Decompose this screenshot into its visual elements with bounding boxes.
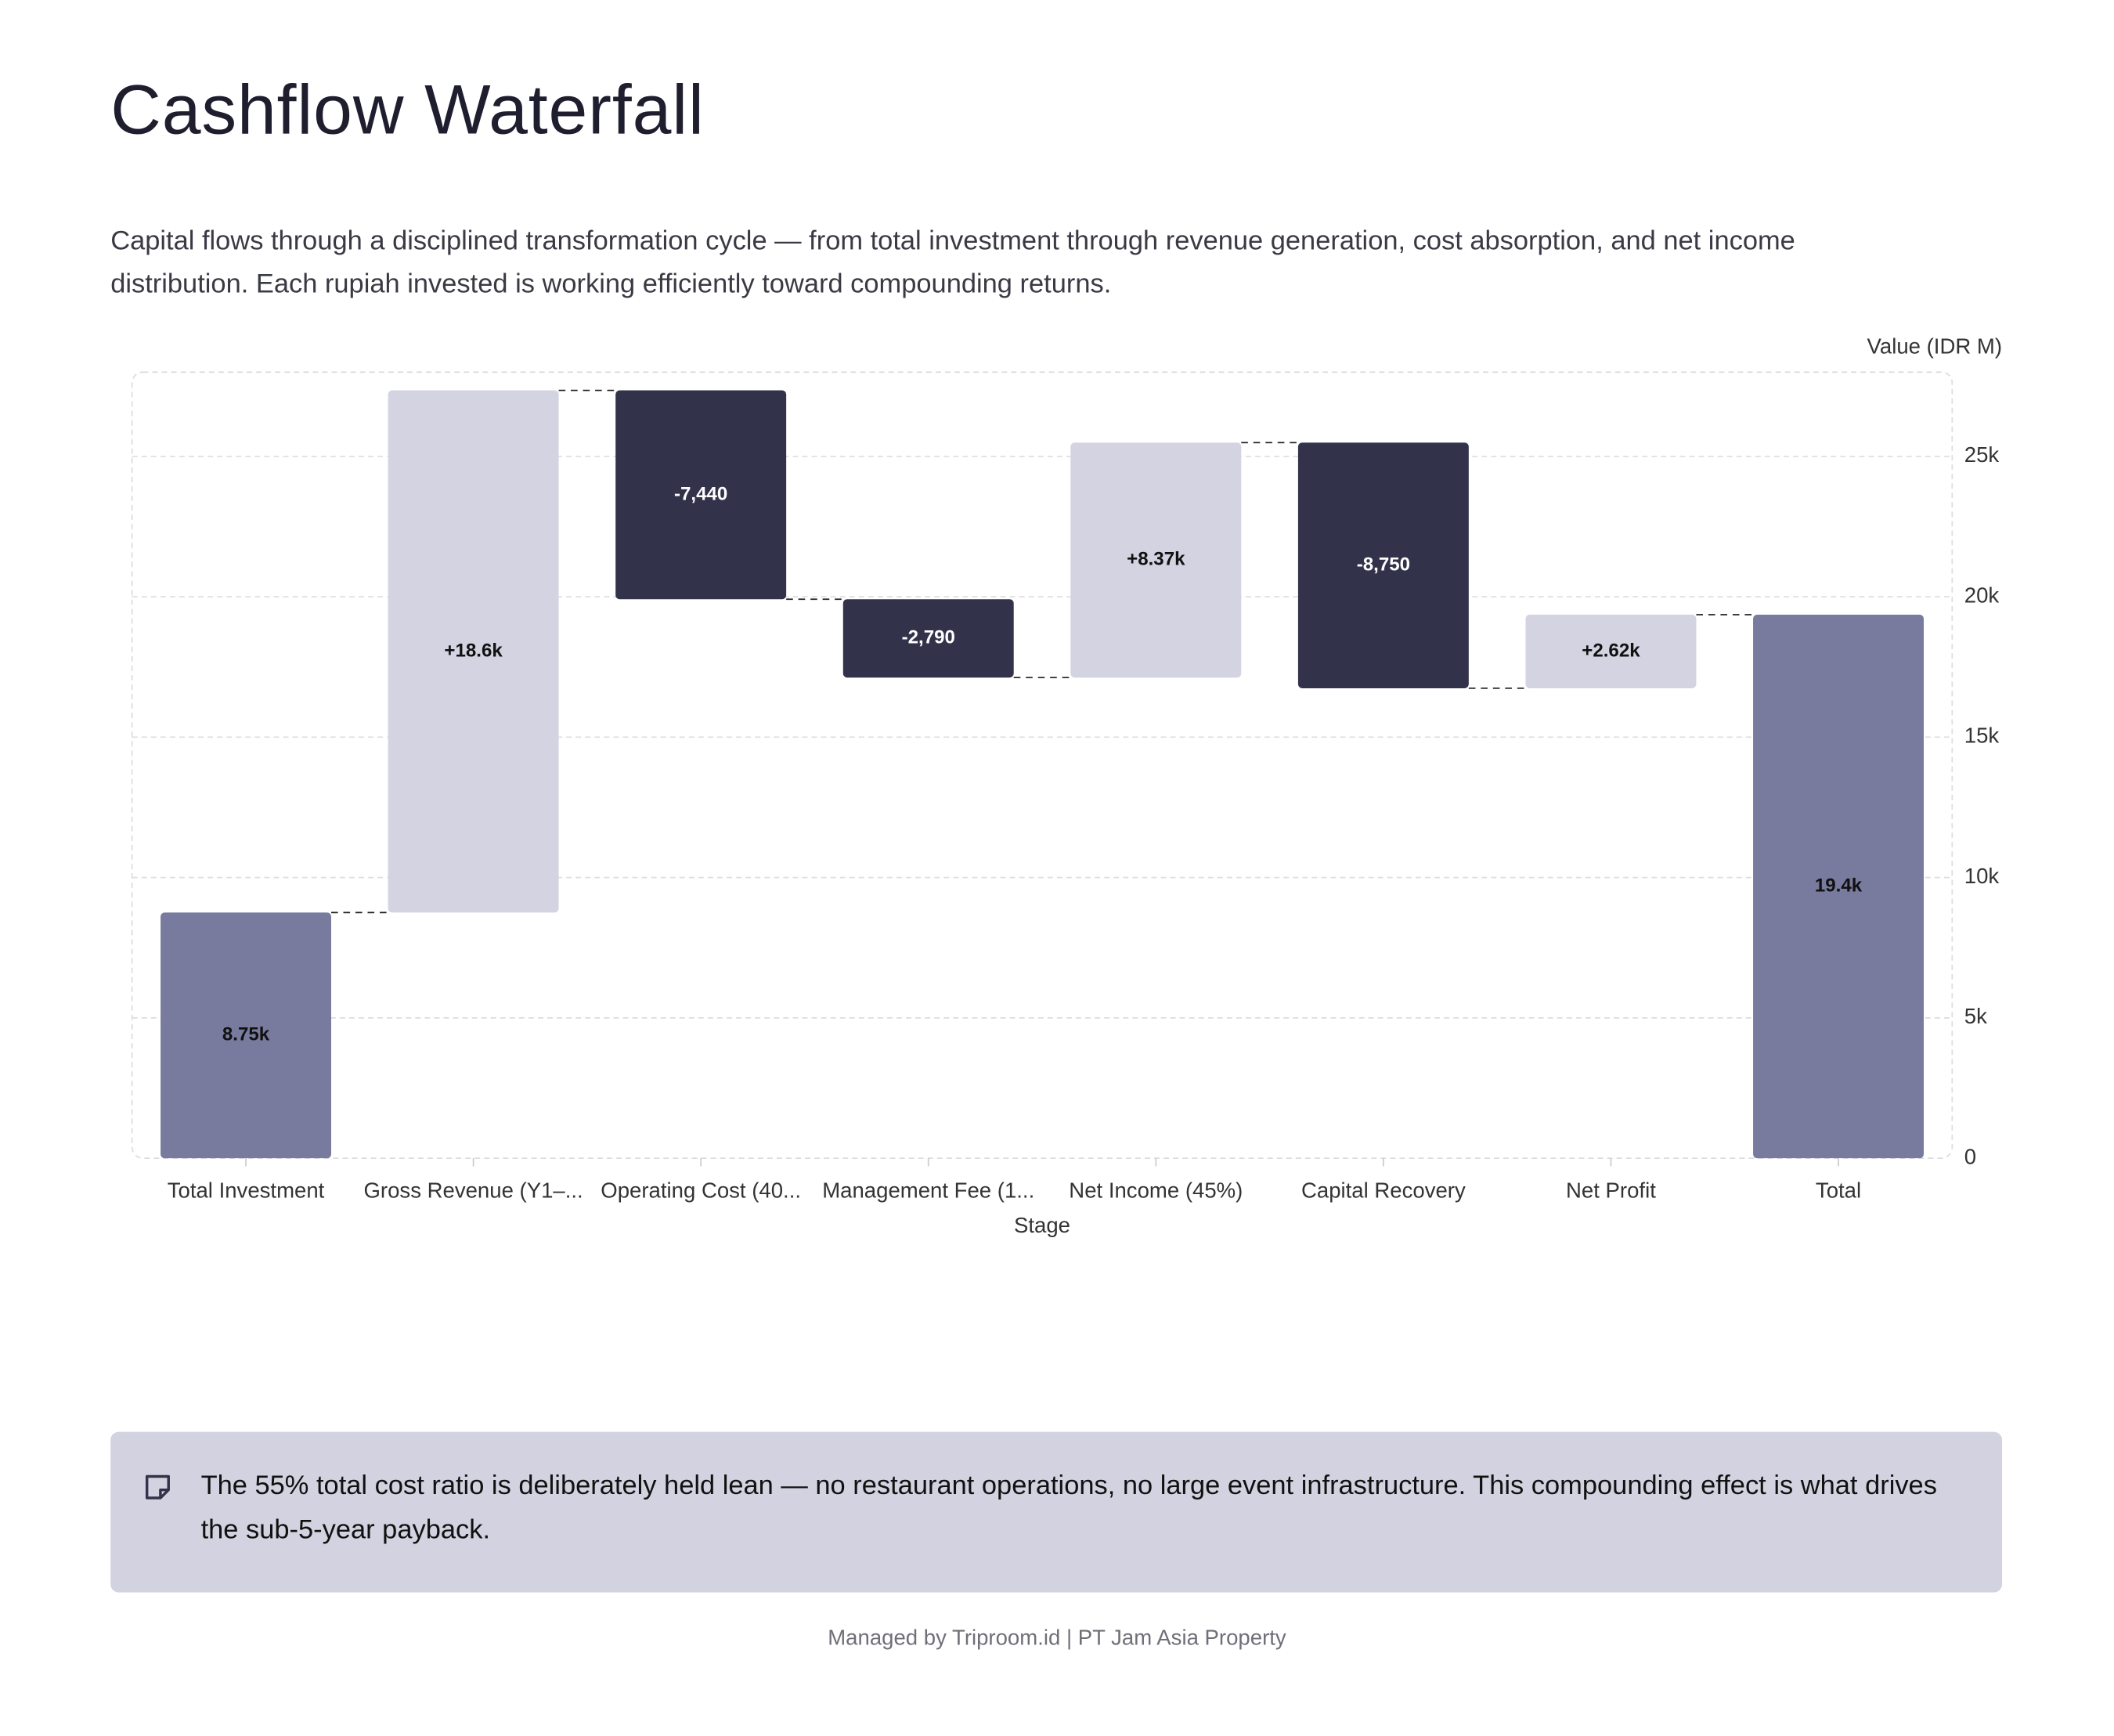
- y-tick-label: 5k: [1964, 1004, 1987, 1028]
- value-label: -2,790: [902, 627, 955, 648]
- value-label: +2.62k: [1582, 640, 1640, 661]
- value-label: -8,750: [1357, 554, 1410, 575]
- x-tick-label: Total Investment: [168, 1178, 325, 1202]
- x-axis-title: Stage: [1014, 1213, 1070, 1237]
- bar: [1753, 615, 1924, 1159]
- x-tick-label: Total: [1816, 1178, 1861, 1202]
- bar: [615, 390, 787, 600]
- description: Capital flows through a disciplined tran…: [110, 226, 1795, 300]
- bar: [1297, 442, 1469, 688]
- x-tick-label: Capital Recovery: [1301, 1178, 1466, 1202]
- note-text: The 55% total cost ratio is deliberately…: [200, 1471, 1937, 1546]
- value-label: 8.75k: [222, 1024, 270, 1045]
- bar: [161, 912, 331, 1159]
- value-label: 19.4k: [1815, 875, 1863, 896]
- plot-frame: [131, 371, 1953, 1159]
- note-icon: [145, 1474, 170, 1500]
- y-axis-title: Value (IDR M): [1867, 334, 2002, 359]
- bar: [842, 599, 1014, 678]
- y-tick-label: 15k: [1964, 724, 2000, 748]
- bar: [388, 390, 559, 913]
- x-tick-label: Management Fee (1...: [822, 1178, 1034, 1202]
- value-label: -7,440: [674, 483, 727, 504]
- bar: [1070, 442, 1242, 678]
- x-tick-label: Operating Cost (40...: [601, 1178, 801, 1202]
- value-label: +8.37k: [1127, 549, 1185, 570]
- page-title: Cashflow Waterfall: [110, 71, 705, 150]
- y-tick-label: 20k: [1964, 583, 2000, 607]
- x-tick-label: Net Profit: [1566, 1178, 1656, 1202]
- note-box: The 55% total cost ratio is deliberately…: [110, 1431, 2003, 1593]
- y-tick-label: 0: [1964, 1144, 1976, 1168]
- value-label: +18.6k: [444, 640, 503, 661]
- x-tick-label: Gross Revenue (Y1–...: [364, 1178, 583, 1202]
- x-tick-label: Net Income (45%): [1069, 1178, 1243, 1202]
- y-tick-label: 25k: [1964, 442, 2000, 467]
- bar: [1525, 615, 1697, 688]
- footer: Managed by Triproom.id | PT Jam Asia Pro…: [828, 1627, 1286, 1651]
- y-tick-label: 10k: [1964, 864, 2000, 888]
- chart: Value (IDR M) Stage 0 5k 10k 15k 20k 25k 8.75k…: [131, 334, 2002, 1237]
